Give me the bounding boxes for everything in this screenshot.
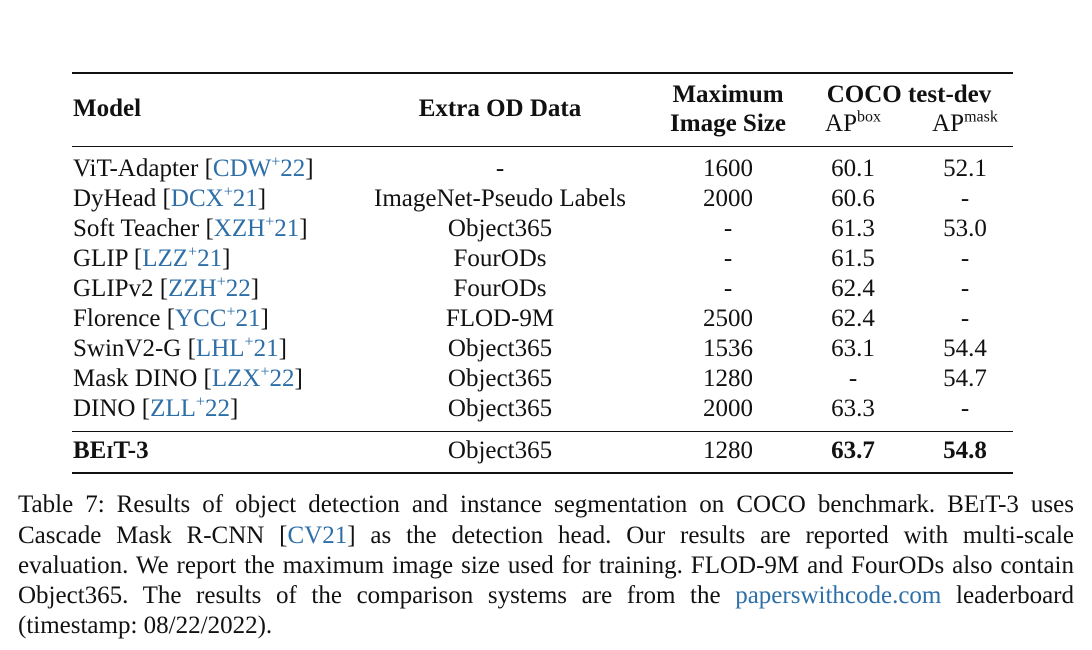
model-name: GLIPv2 [ xyxy=(73,275,169,302)
row-image-size: 2000 xyxy=(703,185,753,212)
header-rule xyxy=(72,146,1013,147)
row-ap-box: 63.3 xyxy=(831,395,875,422)
ap-label: AP xyxy=(825,110,857,137)
table-caption: Table 7: Results of object detection and… xyxy=(18,490,1074,641)
row-ap-box: 61.5 xyxy=(831,245,875,272)
row-ap-box: 62.4 xyxy=(831,305,875,332)
row-ap-box: 61.3 xyxy=(831,215,875,242)
row-ap-mask: - xyxy=(960,245,970,272)
paperswithcode-link[interactable]: paperswithcode.com xyxy=(735,582,942,609)
row-model: DINO [ZLL+22] xyxy=(73,393,239,422)
final-mask: 54.8 xyxy=(943,437,987,464)
row-ap-box: 63.1 xyxy=(831,335,875,362)
row-ap-box: - xyxy=(848,365,858,392)
final-model: BEIT-3 xyxy=(73,436,149,467)
caption-text: T-3 uses Cascade Mask R-CNN [ xyxy=(18,491,1074,549)
row-image-size: 1280 xyxy=(703,365,753,392)
row-image-size: - xyxy=(723,215,733,242)
row-model: SwinV2-G [LHL+21] xyxy=(73,333,287,362)
bottom-rule xyxy=(72,472,1013,474)
header-ap-box: APbox xyxy=(825,109,881,139)
row-ap-mask: - xyxy=(960,185,970,212)
model-citation-link[interactable]: CDW+22 xyxy=(212,153,306,182)
row-extra-od: FourODs xyxy=(453,245,547,272)
header-ap-mask: APmask xyxy=(932,109,998,139)
row-ap-mask: 53.0 xyxy=(943,215,987,242)
box-sup: box xyxy=(856,108,881,126)
row-image-size: 2000 xyxy=(703,395,753,422)
row-ap-box: 60.6 xyxy=(831,185,875,212)
model-citation-link[interactable]: LZX+22 xyxy=(211,363,295,392)
header-coco: COCO test-dev xyxy=(826,81,992,108)
row-image-size: - xyxy=(723,245,733,272)
row-ap-mask: 54.4 xyxy=(943,335,987,362)
row-extra-od: Object365 xyxy=(447,365,553,392)
row-ap-box: 62.4 xyxy=(831,275,875,302)
row-extra-od: FourODs xyxy=(453,275,547,302)
final-model-part: BE xyxy=(73,437,107,464)
row-model: Florence [YCC+21] xyxy=(73,303,269,332)
caption-text: Table 7: Results of object detection and… xyxy=(18,491,980,518)
ap-label: AP xyxy=(932,110,965,137)
caption-text: ] as the detection head. Our results are… xyxy=(18,522,1074,609)
model-name: DINO [ xyxy=(73,395,151,422)
model-citation-link[interactable]: LHL+21 xyxy=(195,333,279,362)
row-ap-mask: 52.1 xyxy=(943,155,987,182)
final-extra: Object365 xyxy=(447,437,553,464)
row-extra-od: Object365 xyxy=(447,215,553,242)
row-extra-od: - xyxy=(495,155,505,182)
row-extra-od: Object365 xyxy=(447,335,553,362)
model-citation-link[interactable]: ZZH+22 xyxy=(168,273,251,302)
header-max-line2: Image Size xyxy=(670,110,786,137)
row-extra-od: ImageNet-Pseudo Labels xyxy=(373,185,627,212)
final-box: 63.7 xyxy=(831,437,875,464)
model-name: Mask DINO [ xyxy=(73,365,212,392)
model-name: GLIP [ xyxy=(73,245,143,272)
header-model: Model xyxy=(73,95,142,122)
row-ap-mask: - xyxy=(960,275,970,302)
row-model: Mask DINO [LZX+22] xyxy=(73,363,303,392)
row-image-size: 1600 xyxy=(703,155,753,182)
row-image-size: 1536 xyxy=(703,335,753,362)
header-extra-od: Extra OD Data xyxy=(418,95,582,122)
row-model: DyHead [DCX+21] xyxy=(73,183,267,212)
final-model-smallcap: I xyxy=(106,442,114,462)
row-ap-mask: - xyxy=(960,395,970,422)
model-name: ViT-Adapter [ xyxy=(73,155,213,182)
final-size: 1280 xyxy=(703,437,753,464)
caption-citation-link[interactable]: CV21 xyxy=(287,522,348,549)
row-ap-mask: 54.7 xyxy=(943,365,987,392)
row-ap-mask: - xyxy=(960,305,970,332)
row-extra-od: FLOD-9M xyxy=(445,305,555,332)
row-model: GLIP [LZZ+21] xyxy=(73,243,231,272)
row-extra-od: Object365 xyxy=(447,395,553,422)
final-model-part: T-3 xyxy=(113,437,149,464)
model-citation-link[interactable]: DCX+21 xyxy=(170,183,258,212)
model-name: SwinV2-G [ xyxy=(73,335,196,362)
row-model: ViT-Adapter [CDW+22] xyxy=(73,153,314,182)
model-name: DyHead [ xyxy=(73,185,171,212)
model-citation-link[interactable]: XZH+21 xyxy=(213,213,300,242)
header-max-line1: Maximum xyxy=(672,81,784,108)
caption-smallcap: I xyxy=(979,496,986,516)
mask-sup: mask xyxy=(964,108,998,126)
top-rule xyxy=(72,72,1013,74)
caption-text: leaderboard (timestamp: 08/22/2022). xyxy=(18,582,1074,639)
model-name: Soft Teacher [ xyxy=(73,215,214,242)
final-rule xyxy=(72,431,1013,432)
model-citation-link[interactable]: ZLL+22 xyxy=(150,393,230,422)
model-name: Florence [ xyxy=(73,305,176,332)
row-ap-box: 60.1 xyxy=(831,155,875,182)
row-model: Soft Teacher [XZH+21] xyxy=(73,213,308,242)
row-image-size: - xyxy=(723,275,733,302)
row-image-size: 2500 xyxy=(703,305,753,332)
model-citation-link[interactable]: LZZ+21 xyxy=(142,243,223,272)
model-citation-link[interactable]: YCC+21 xyxy=(175,303,261,332)
row-model: GLIPv2 [ZZH+22] xyxy=(73,273,260,302)
